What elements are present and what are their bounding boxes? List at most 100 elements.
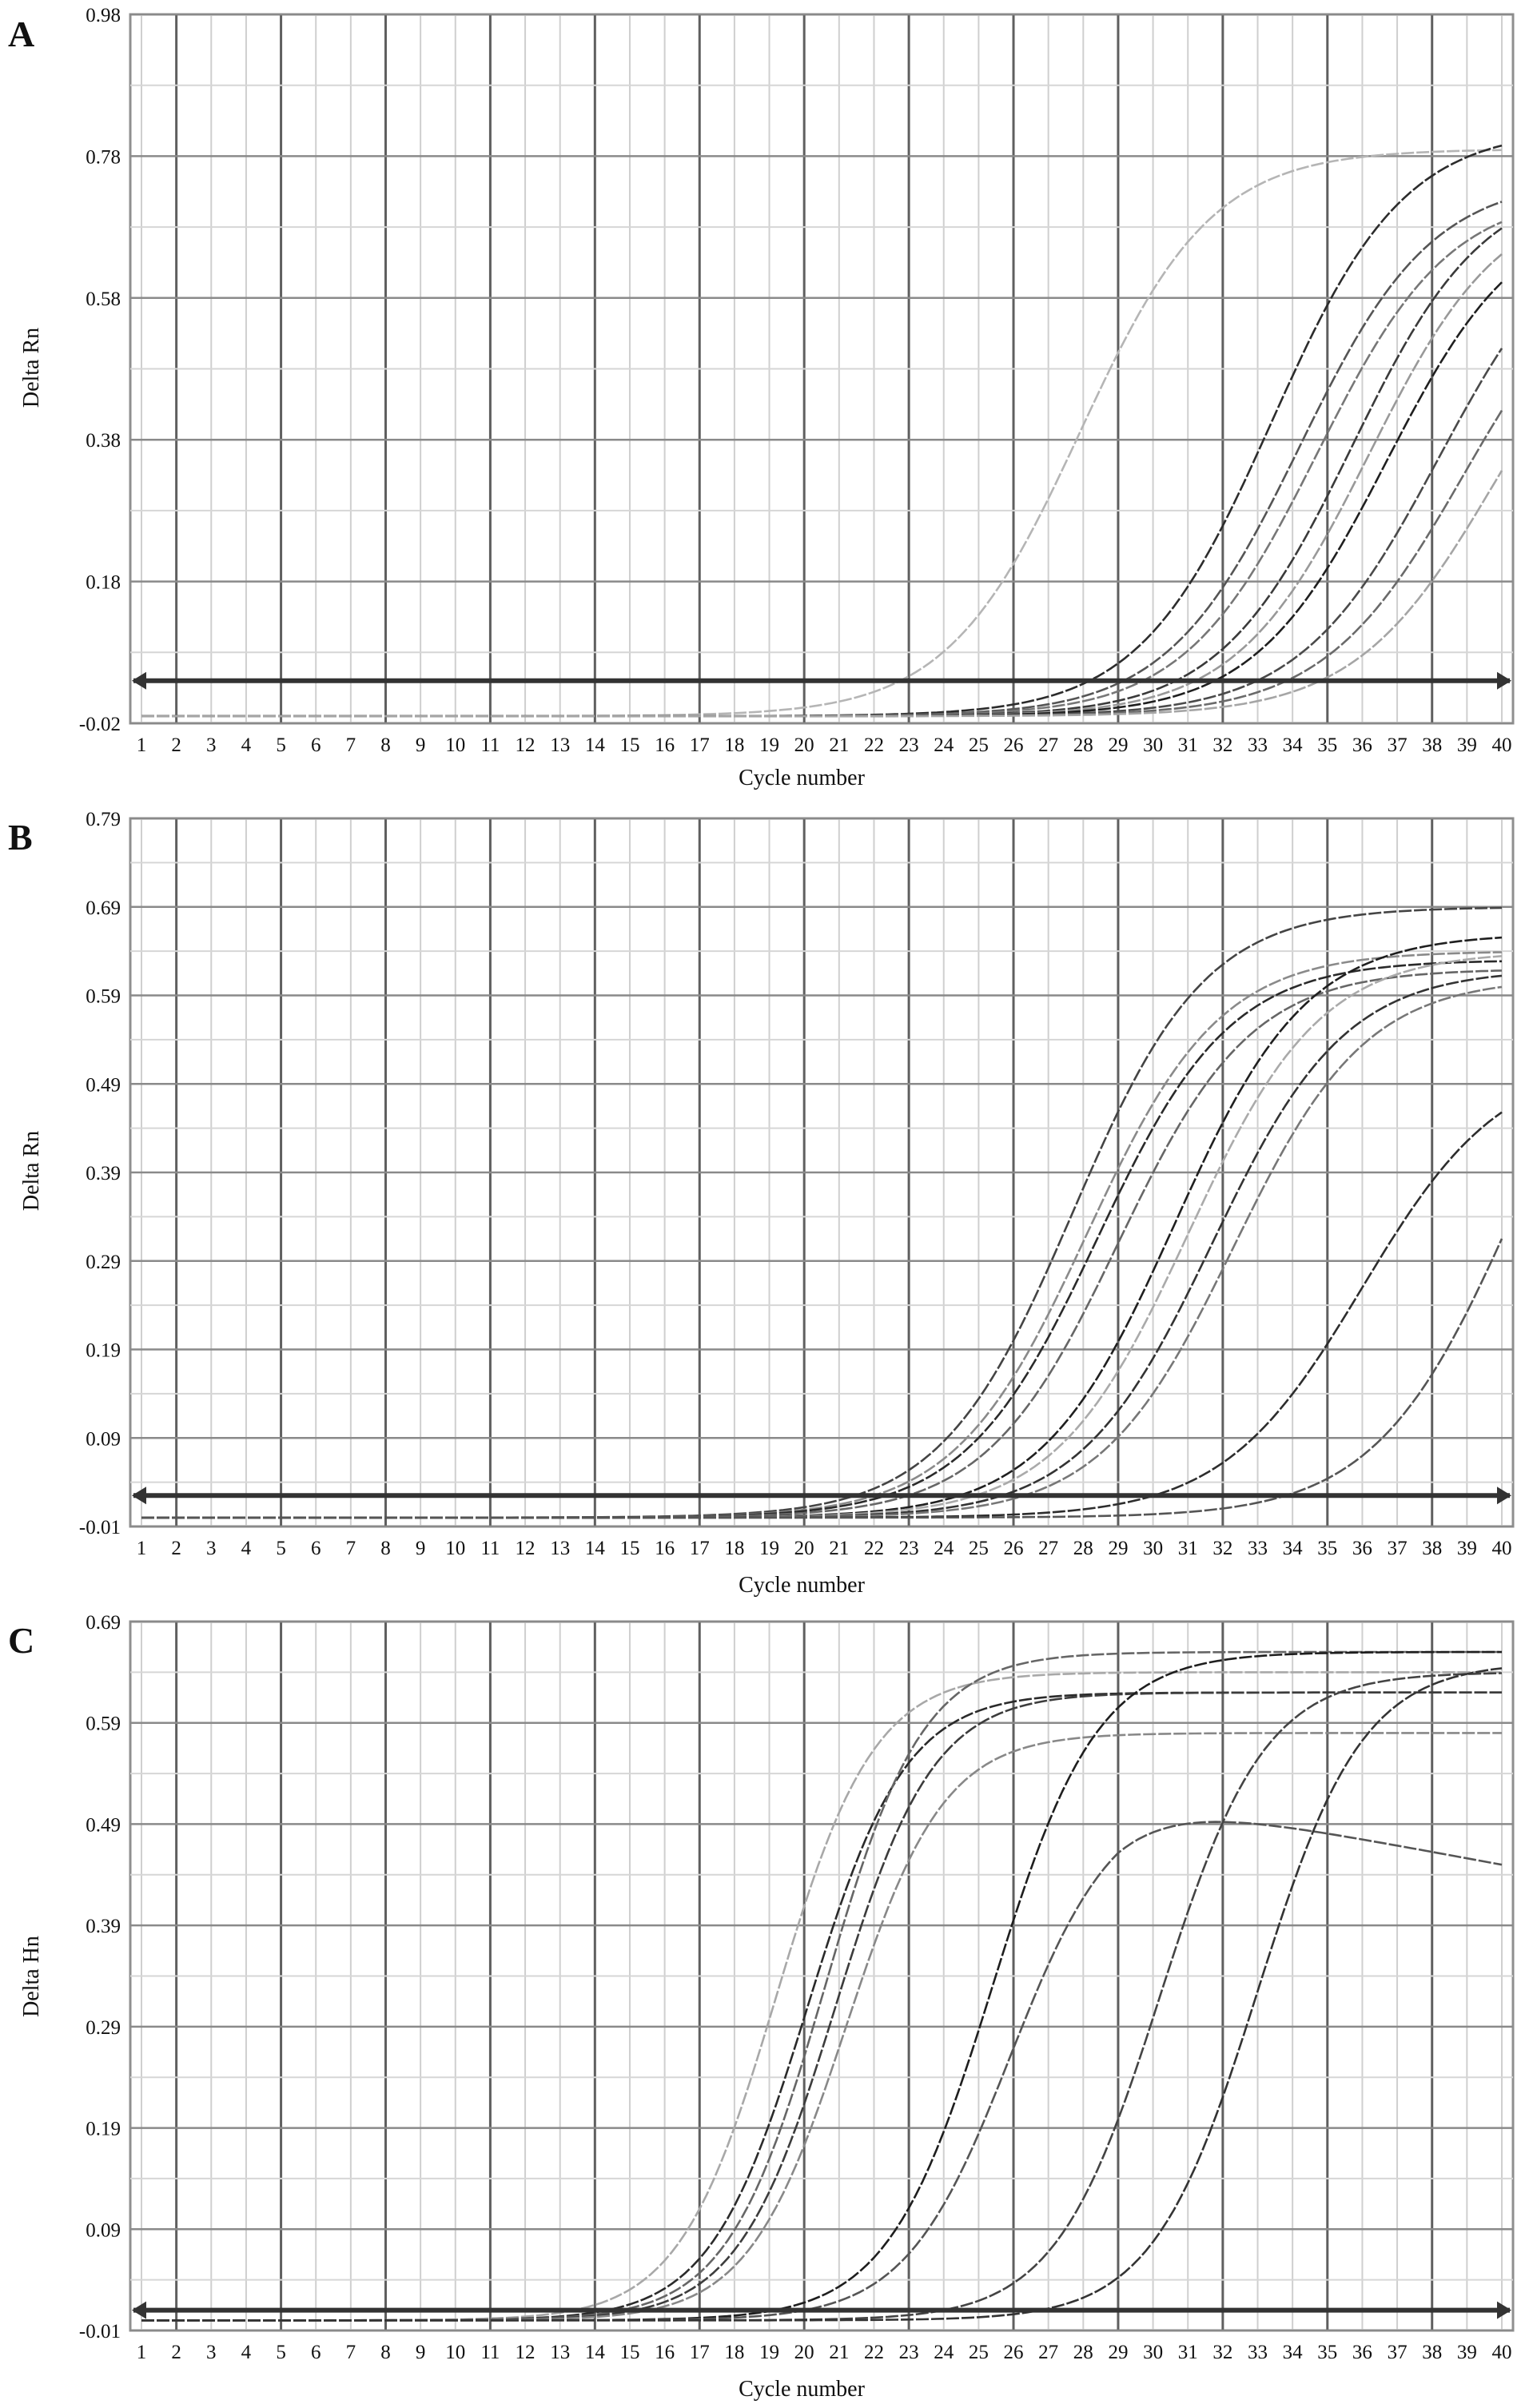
panel-a-amplification-curve-1 — [141, 149, 1503, 718]
panel-a-x-tick-label: 22 — [864, 734, 884, 756]
panel-b-x-tick-label: 1 — [137, 1538, 147, 1559]
panel-a-letter: A — [8, 14, 34, 54]
panel-c-x-tick-label: 28 — [1073, 2342, 1093, 2363]
panel-b-amplification-curve-1 — [141, 906, 1503, 1519]
panel-a-x-tick-label: 11 — [480, 734, 500, 756]
panel-c-x-tick-label: 25 — [969, 2342, 989, 2363]
panel-c-y-tick-label: 0.29 — [86, 2017, 121, 2039]
panel-c-x-tick-label: 2 — [171, 2342, 181, 2363]
panel-a-x-tick-label: 23 — [899, 734, 919, 756]
panel-b-x-tick-label: 6 — [311, 1538, 321, 1559]
panel-a-x-tick-label: 1 — [137, 734, 147, 756]
panel-b-x-tick-label: 15 — [619, 1538, 639, 1559]
panel-b-y-tick-label: 0.09 — [86, 1428, 121, 1450]
panel-a-x-tick-label: 26 — [1004, 734, 1024, 756]
panel-b-y-tick-label: -0.01 — [79, 1517, 121, 1538]
panel-b-threshold-arrow-left[interactable] — [132, 1487, 146, 1505]
panel-a-x-axis-title: Cycle number — [739, 766, 866, 790]
panel-c-x-tick-label: 14 — [585, 2342, 606, 2363]
panel-b-curves — [132, 906, 1511, 1519]
panel-c-y-tick-label: 0.39 — [86, 1916, 121, 1937]
panel-c-x-tick-label: 3 — [206, 2342, 217, 2363]
panel-a-x-tick-label: 6 — [311, 734, 321, 756]
panel-c-amplification-curve-2 — [141, 1691, 1502, 2322]
panel-a-x-tick-label: 36 — [1352, 734, 1372, 756]
panel-c-amplification-curve-9 — [141, 1667, 1503, 2322]
panel-c-x-tick-label: 16 — [655, 2342, 675, 2363]
panel-b-y-tick-label: 0.69 — [86, 898, 121, 919]
panel-a-x-tick-label: 16 — [655, 734, 675, 756]
panel-c-x-tick-label: 4 — [241, 2342, 252, 2363]
panel-a-x-tick-label: 3 — [206, 734, 217, 756]
panel-b-amplification-curve-3 — [141, 960, 1503, 1519]
panel-a-x-tick-label: 8 — [380, 734, 391, 756]
panel-c-x-tick-label: 20 — [794, 2342, 814, 2363]
panel-c-x-tick-label: 35 — [1317, 2342, 1337, 2363]
panel-c-x-tick-label: 19 — [759, 2342, 779, 2363]
panel-a-x-tick-label: 14 — [585, 734, 606, 756]
panel-c-x-tick-label: 36 — [1352, 2342, 1372, 2363]
panel-c-threshold-arrow-left[interactable] — [132, 2301, 146, 2319]
panel-b-x-tick-label: 30 — [1143, 1538, 1163, 1559]
panel-c-y-tick-label: 0.69 — [86, 1612, 121, 1634]
panel-b-y-tick-label: 0.29 — [86, 1252, 121, 1273]
panel-c-x-tick-label: 27 — [1038, 2342, 1058, 2363]
panel-b-x-tick-label: 38 — [1422, 1538, 1442, 1559]
panel-c-x-tick-label: 39 — [1457, 2342, 1477, 2363]
panel-b-y-tick-label: 0.19 — [86, 1340, 121, 1362]
panel-a-threshold-arrow-right[interactable] — [1497, 671, 1511, 690]
panel-c-x-tick-label: 40 — [1492, 2342, 1512, 2363]
panel-b-x-tick-label: 35 — [1317, 1538, 1337, 1559]
panel-c-x-ticks: 1 2 3 4 5 6 7 8 9 10 11 12 13 14 15 16 17 18 19 20 21 22 23 24 2… — [137, 2342, 1512, 2363]
panel-a-y-ticks: -0.02 0.18 0.38 0.58 0.78 0.98 — [79, 5, 121, 735]
panel-b-x-tick-label: 31 — [1178, 1538, 1198, 1559]
panel-a-x-tick-label: 9 — [416, 734, 426, 756]
panel-a-x-tick-label: 34 — [1283, 734, 1304, 756]
panel-a-x-tick-label: 30 — [1143, 734, 1163, 756]
panel-a-x-tick-label: 28 — [1073, 734, 1093, 756]
panel-b-x-tick-label: 23 — [899, 1538, 919, 1559]
panel-b-x-tick-label: 4 — [241, 1538, 252, 1559]
panel-b-x-tick-label: 16 — [655, 1538, 675, 1559]
panel-c-x-tick-label: 13 — [550, 2342, 570, 2363]
panel-a-x-tick-label: 35 — [1317, 734, 1337, 756]
panel-a-x-tick-label: 5 — [276, 734, 286, 756]
panel-b-x-tick-label: 32 — [1212, 1538, 1232, 1559]
panel-a-x-tick-label: 29 — [1108, 734, 1128, 756]
panel-b-x-tick-label: 33 — [1248, 1538, 1268, 1559]
panel-a-x-tick-label: 2 — [171, 734, 181, 756]
panel-b-threshold-arrow-right[interactable] — [1497, 1487, 1511, 1505]
panel-b-x-tick-label: 24 — [934, 1538, 954, 1559]
panel-c-x-tick-label: 34 — [1283, 2342, 1304, 2363]
panel-b-x-tick-label: 2 — [171, 1538, 181, 1559]
panel-a-x-tick-label: 15 — [619, 734, 639, 756]
panel-a-x-tick-label: 21 — [829, 734, 849, 756]
panel-c-x-tick-label: 15 — [619, 2342, 639, 2363]
panel-b-amplification-curve-4 — [141, 969, 1503, 1519]
panel-c-x-tick-label: 1 — [137, 2342, 147, 2363]
panel-c-x-tick-label: 17 — [690, 2342, 710, 2363]
panel-b-x-tick-label: 3 — [206, 1538, 217, 1559]
panel-a-x-tick-label: 27 — [1038, 734, 1058, 756]
panel-a-curves — [132, 144, 1511, 718]
panel-c-y-tick-label: -0.01 — [79, 2321, 121, 2342]
panel-a-x-tick-label: 24 — [934, 734, 954, 756]
panel-c-x-tick-label: 7 — [346, 2342, 356, 2363]
panel-b-x-tick-label: 19 — [759, 1538, 779, 1559]
panel-c-x-tick-label: 12 — [516, 2342, 536, 2363]
panel-a-y-tick-label: 0.38 — [86, 430, 121, 452]
panel-c-x-tick-label: 24 — [934, 2342, 954, 2363]
panel-b-x-tick-label: 34 — [1283, 1538, 1304, 1559]
panel-b-x-tick-label: 22 — [864, 1538, 884, 1559]
panel-b-amplification-curve-10 — [141, 1238, 1503, 1519]
panel-a-x-tick-label: 20 — [794, 734, 814, 756]
panel-a-threshold-arrow-left[interactable] — [132, 671, 146, 690]
panel-c-curves — [132, 1650, 1511, 2322]
panel-a-x-tick-label: 10 — [445, 734, 465, 756]
panel-b-y-tick-label: 0.39 — [86, 1163, 121, 1184]
panel-c-threshold-arrow-right[interactable] — [1497, 2301, 1511, 2319]
panel-c-x-tick-label: 9 — [416, 2342, 426, 2363]
panel-a: A -0.020.180.380.580.780.98 1 2 3 4 5 6 7 8 9 10 1… — [8, 5, 1515, 790]
panel-c-x-tick-label: 11 — [480, 2342, 500, 2363]
panel-c-x-tick-label: 22 — [864, 2342, 884, 2363]
